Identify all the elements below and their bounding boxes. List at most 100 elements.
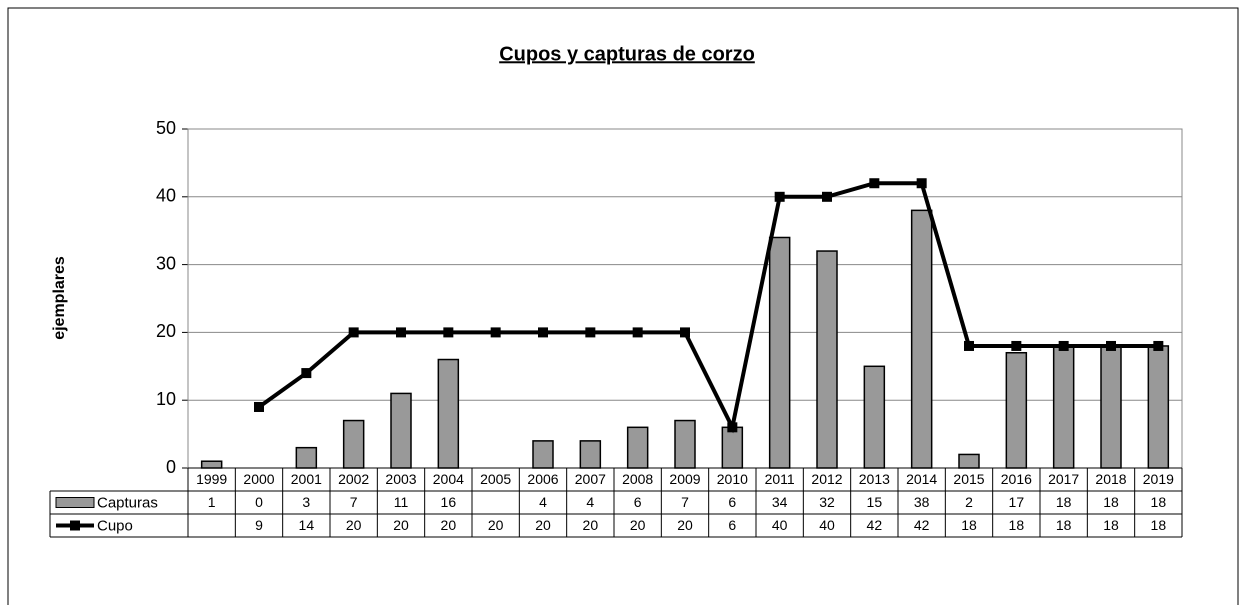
x-tick-label: 2019 xyxy=(1143,471,1174,487)
table-value: 3 xyxy=(302,494,310,510)
bar xyxy=(295,446,318,469)
table-value: 11 xyxy=(394,494,409,510)
table-value: 18 xyxy=(1151,494,1167,510)
bar xyxy=(390,392,412,469)
y-tick-label: 40 xyxy=(156,186,176,206)
x-tick-label: 2006 xyxy=(527,471,558,487)
x-tick-label: 2015 xyxy=(953,471,984,487)
table-value: 20 xyxy=(393,517,409,533)
marker xyxy=(1058,340,1069,351)
table-value: 18 xyxy=(961,517,977,533)
bar xyxy=(342,419,365,469)
y-tick-label: 10 xyxy=(156,389,176,409)
bar xyxy=(532,440,554,469)
table-value: 4 xyxy=(539,494,547,510)
x-tick-label: 2017 xyxy=(1048,471,1079,487)
y-tick-label: 0 xyxy=(166,457,176,477)
table-value: 20 xyxy=(441,517,457,533)
bar xyxy=(910,209,933,469)
line xyxy=(257,181,1159,434)
x-tick-label: 2000 xyxy=(243,471,274,487)
table-value: 18 xyxy=(1009,517,1025,533)
bar xyxy=(816,250,838,469)
x-tick-label: 2012 xyxy=(811,471,842,487)
table-value: 16 xyxy=(441,494,457,510)
x-tick-label: 2001 xyxy=(291,471,322,487)
table-value: 18 xyxy=(1151,517,1167,533)
marker xyxy=(585,327,596,338)
table-value: 18 xyxy=(1103,494,1119,510)
table-value: 6 xyxy=(728,517,736,533)
x-tick-label: 2002 xyxy=(338,471,369,487)
table-value: 42 xyxy=(867,517,883,533)
y-tick-label: 50 xyxy=(156,118,176,138)
table-value: 0 xyxy=(255,494,263,510)
table-value: 42 xyxy=(914,517,930,533)
marker xyxy=(1106,340,1116,351)
bar xyxy=(200,460,223,469)
x-tick-label: 2003 xyxy=(385,471,416,487)
table-value: 40 xyxy=(772,517,788,533)
marker xyxy=(490,327,501,338)
bar xyxy=(958,453,980,469)
bar xyxy=(674,419,696,469)
marker xyxy=(964,340,974,351)
x-tick-label: 2014 xyxy=(906,471,937,487)
x-tick-label: 2004 xyxy=(433,471,464,487)
y-axis-label: ejemplares xyxy=(51,256,68,340)
marker xyxy=(1011,340,1022,351)
bar xyxy=(1100,345,1122,469)
bar xyxy=(626,426,649,469)
marker xyxy=(538,327,548,338)
marker xyxy=(869,178,880,189)
table-value: 20 xyxy=(630,517,646,533)
marker xyxy=(348,327,359,338)
x-tick-label: 2010 xyxy=(717,471,748,487)
table-value: 14 xyxy=(299,517,315,533)
x-tick-label: 2018 xyxy=(1095,471,1126,487)
x-tick-label: 2016 xyxy=(1001,471,1032,487)
table-value: 18 xyxy=(1056,494,1072,510)
y-tick-label: 20 xyxy=(156,321,176,341)
table-value: 18 xyxy=(1056,517,1072,533)
marker xyxy=(727,422,738,433)
chart-title: Cupos y capturas de corzo xyxy=(499,43,755,65)
table-value: 7 xyxy=(350,494,358,510)
x-tick-label: 2011 xyxy=(765,471,795,487)
table-value: 34 xyxy=(772,494,788,510)
marker xyxy=(1153,340,1164,351)
table-value: 20 xyxy=(535,517,551,533)
y-tick-label: 30 xyxy=(156,253,176,273)
bar xyxy=(768,236,791,469)
marker xyxy=(443,327,454,338)
legend-swatch xyxy=(70,520,80,531)
x-tick-label: 2013 xyxy=(859,471,890,487)
table-value: 38 xyxy=(914,494,930,510)
x-tick-label: 1999 xyxy=(196,471,227,487)
table-value: 6 xyxy=(728,494,736,510)
marker xyxy=(822,191,832,202)
x-tick-label: 2007 xyxy=(575,471,606,487)
table-value: 18 xyxy=(1103,517,1119,533)
marker xyxy=(632,327,643,338)
table-value: 1 xyxy=(208,494,216,510)
table-value: 7 xyxy=(681,494,689,510)
bar xyxy=(579,440,602,469)
table-value: 20 xyxy=(583,517,599,533)
marker xyxy=(774,191,785,202)
x-tick-label: 2008 xyxy=(622,471,653,487)
marker xyxy=(254,401,264,412)
legend-swatch xyxy=(55,497,95,508)
table-value: 40 xyxy=(819,517,835,533)
marker xyxy=(680,327,690,338)
table-value: 9 xyxy=(255,517,263,533)
legend-label: Capturas xyxy=(97,494,158,511)
bar xyxy=(1052,345,1075,469)
plot-area xyxy=(187,128,1183,469)
table-value: 6 xyxy=(634,494,642,510)
table-value: 4 xyxy=(586,494,594,510)
bar xyxy=(721,426,744,469)
table-value: 20 xyxy=(677,517,693,533)
table-value: 15 xyxy=(867,494,883,510)
bar xyxy=(1147,345,1170,469)
